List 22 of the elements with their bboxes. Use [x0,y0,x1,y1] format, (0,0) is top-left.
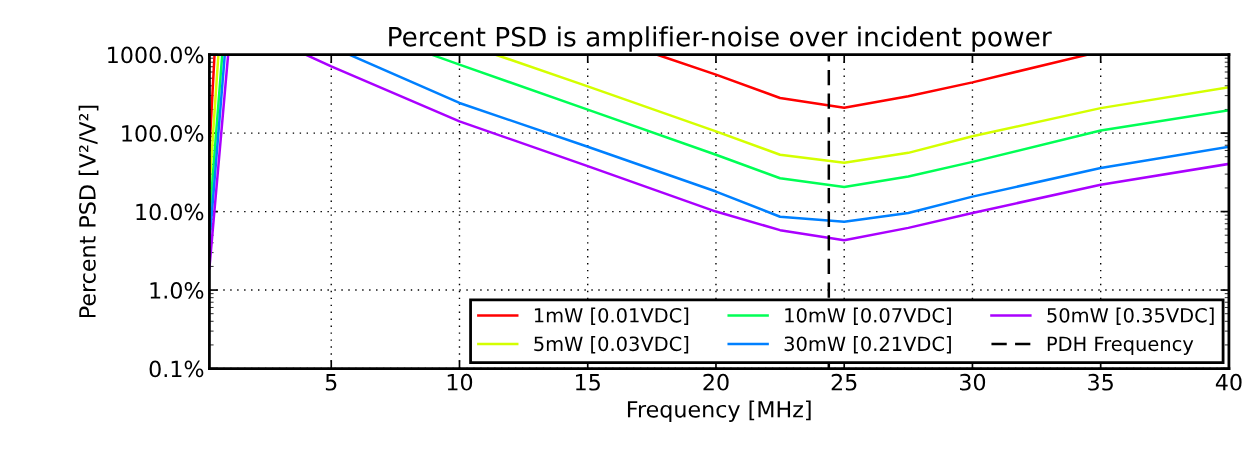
x-axis-title: Frequency [MHz] [627,400,811,422]
y-tick-label: 0.1% [149,360,204,378]
x-tick-label: 15 [576,374,600,391]
legend-label: 10mW [0.07VDC] [785,307,951,325]
x-tick-label: 30 [960,373,986,391]
x-tick-label: 25 [831,373,857,391]
y-tick-label: 1000.0% [108,46,204,64]
x-tick-label: 5 [325,374,337,391]
legend-label: 30mW [0.21VDC] [784,336,951,354]
chart-title: Percent PSD is amplifier-noise over incident power [389,26,1052,52]
y-tick-label: 1.0% [150,282,204,299]
x-tick-label: 20 [703,373,729,391]
y-tick-label: 10.0% [136,203,204,221]
legend-label: 5mW [0.03VDC] [534,336,689,354]
legend-label: PDH Frequency [1047,336,1194,355]
x-tick-label: 35 [1088,373,1113,391]
legend-label: 50mW [0.35VDC] [1047,307,1214,325]
y-tick-label: 100.0% [122,125,204,142]
x-tick-label: 40 [1215,373,1242,391]
x-tick-label: 10 [447,373,473,391]
y-axis-title: Percent PSD [V²/V²] [78,105,99,318]
legend-label: 1mW [0.01VDC] [534,307,689,325]
